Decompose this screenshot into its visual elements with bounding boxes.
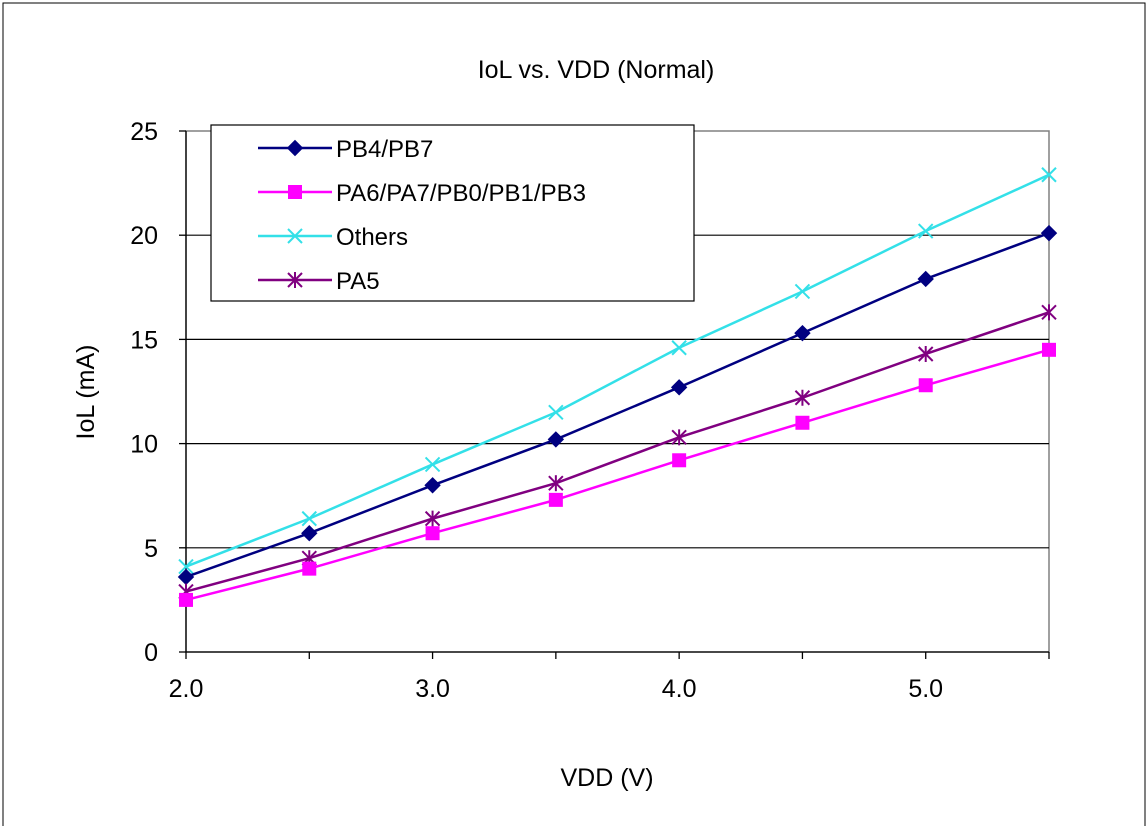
legend-marker bbox=[287, 228, 303, 244]
legend-item: PA5 bbox=[258, 268, 380, 295]
series-1 bbox=[179, 342, 1056, 607]
series-line bbox=[185, 348, 1050, 602]
data-point bbox=[424, 456, 441, 473]
data-point bbox=[918, 378, 933, 393]
data-point bbox=[178, 558, 194, 575]
legend-marker bbox=[288, 185, 302, 199]
data-point bbox=[1040, 224, 1058, 242]
data-point bbox=[301, 525, 318, 542]
data-point bbox=[547, 431, 565, 448]
data-point bbox=[1041, 167, 1057, 183]
marker-stroke bbox=[424, 456, 441, 473]
legend-item: Others bbox=[258, 224, 408, 251]
data-point bbox=[301, 510, 317, 527]
legend-item: PA6/PA7/PB0/PB1/PB3 bbox=[258, 180, 586, 207]
y-tick-label: 5 bbox=[144, 535, 158, 563]
y-tick-labels: 0 5 10 15 20 25 bbox=[130, 118, 158, 667]
data-point bbox=[179, 592, 193, 607]
series-line bbox=[185, 231, 1050, 579]
x-tick-labels: 2.0 3.0 4.0 5.0 bbox=[169, 675, 943, 703]
y-tick-label: 20 bbox=[130, 222, 158, 250]
data-point bbox=[671, 429, 687, 446]
chart-title: IoL vs. VDD (Normal) bbox=[478, 56, 715, 84]
series-3 bbox=[178, 304, 1057, 600]
legend-marker bbox=[287, 272, 303, 288]
legend-label: Others bbox=[336, 224, 408, 251]
marker-stroke bbox=[178, 558, 194, 575]
legend-box bbox=[210, 124, 695, 302]
data-point bbox=[670, 379, 688, 396]
data-point bbox=[1042, 342, 1056, 357]
data-point bbox=[548, 404, 564, 421]
data-point bbox=[424, 477, 441, 494]
data-point bbox=[425, 526, 440, 541]
marker-stroke bbox=[918, 223, 934, 239]
legend-item: PB4/PB7 bbox=[258, 136, 433, 163]
data-point bbox=[548, 475, 564, 492]
y-tick-label: 25 bbox=[130, 118, 158, 146]
data-point bbox=[917, 270, 934, 288]
y-axis-label: IoL (mA) bbox=[72, 345, 100, 440]
series-line bbox=[185, 311, 1050, 593]
data-point bbox=[424, 510, 441, 527]
y-tick-label: 0 bbox=[144, 639, 158, 667]
series-layer bbox=[177, 167, 1058, 607]
marker-stroke bbox=[794, 283, 811, 300]
data-point bbox=[794, 283, 811, 300]
legend: PB4/PB7 PA6/PA7/PB0/PB1/PB3 Others PA5 bbox=[210, 124, 695, 302]
legend-marker bbox=[286, 139, 304, 157]
data-point bbox=[794, 324, 811, 342]
data-point bbox=[548, 492, 563, 507]
data-point bbox=[918, 345, 934, 362]
y-tick-label: 15 bbox=[130, 326, 158, 354]
x-axis-label: VDD (V) bbox=[560, 764, 653, 792]
data-point bbox=[918, 223, 934, 239]
marker-stroke bbox=[671, 340, 687, 356]
marker-stroke bbox=[548, 404, 564, 421]
data-point bbox=[1041, 304, 1057, 321]
legend-label: PA6/PA7/PB0/PB1/PB3 bbox=[336, 180, 586, 207]
data-point bbox=[671, 340, 687, 356]
data-point bbox=[795, 415, 810, 430]
legend-label: PA5 bbox=[336, 268, 380, 295]
data-point bbox=[672, 453, 687, 468]
x-tick-label: 3.0 bbox=[415, 675, 450, 703]
marker-stroke bbox=[1041, 167, 1057, 183]
data-point bbox=[302, 561, 317, 576]
y-tick-label: 10 bbox=[130, 431, 158, 459]
x-tick-label: 2.0 bbox=[169, 675, 204, 703]
legend-label: PB4/PB7 bbox=[336, 136, 433, 163]
series-line bbox=[185, 173, 1050, 568]
data-point bbox=[794, 389, 811, 406]
marker-stroke bbox=[301, 510, 317, 527]
x-tick-label: 5.0 bbox=[908, 675, 943, 703]
series-0 bbox=[177, 224, 1058, 586]
x-tick-label: 4.0 bbox=[662, 675, 697, 703]
series-2 bbox=[178, 167, 1057, 575]
marker-stroke bbox=[287, 228, 303, 244]
